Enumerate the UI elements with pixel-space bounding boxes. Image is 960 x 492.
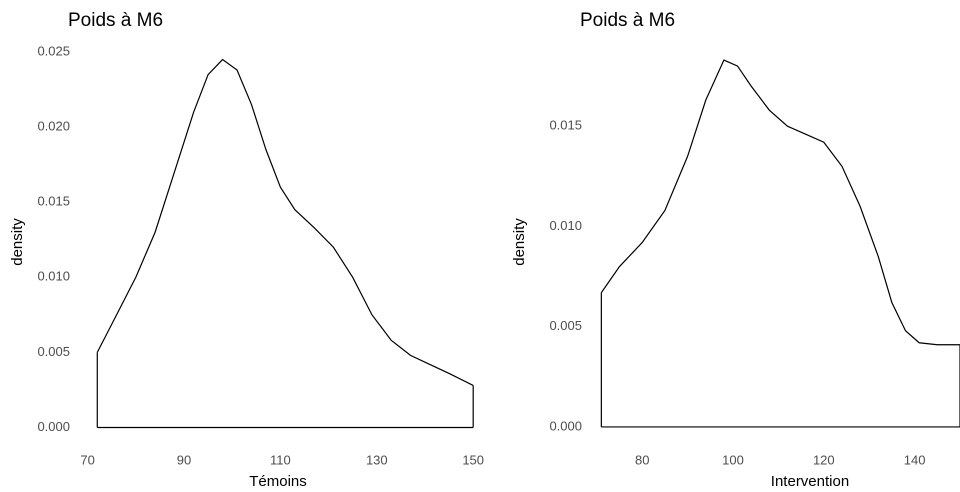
panel-title: Poids à M6 [68, 10, 163, 31]
x-tick-label: 140 [904, 452, 926, 467]
y-tick-label: 0.025 [37, 43, 70, 58]
y-tick-label: 0.020 [37, 119, 70, 134]
x-tick-label: 130 [366, 452, 388, 467]
y-tick-label: 0.005 [37, 344, 70, 359]
x-axis-title: Témoins [249, 473, 307, 490]
x-tick-label: 110 [270, 452, 291, 467]
y-tick-label: 0.010 [549, 218, 582, 233]
x-tick-label: 100 [722, 452, 744, 467]
x-tick-label: 80 [635, 452, 649, 467]
y-tick-label: 0.015 [37, 194, 70, 209]
y-tick-label: 0.015 [549, 118, 582, 133]
density-curve [96, 58, 474, 386]
x-tick-label: 120 [813, 452, 835, 467]
y-tick-label: 0.005 [549, 318, 582, 333]
x-tick-label: 70 [80, 452, 94, 467]
y-tick-label: 0.010 [37, 269, 70, 284]
x-tick-label: 150 [462, 452, 484, 467]
y-tick-label: 0.000 [549, 418, 582, 433]
density-curve [600, 59, 960, 346]
y-axis-title: density [511, 218, 528, 266]
y-tick-label: 0.000 [37, 419, 70, 434]
y-axis-title: density [9, 218, 26, 266]
panel-title: Poids à M6 [580, 10, 675, 31]
x-axis-title: Intervention [771, 473, 849, 490]
x-tick-label: 90 [177, 452, 191, 467]
